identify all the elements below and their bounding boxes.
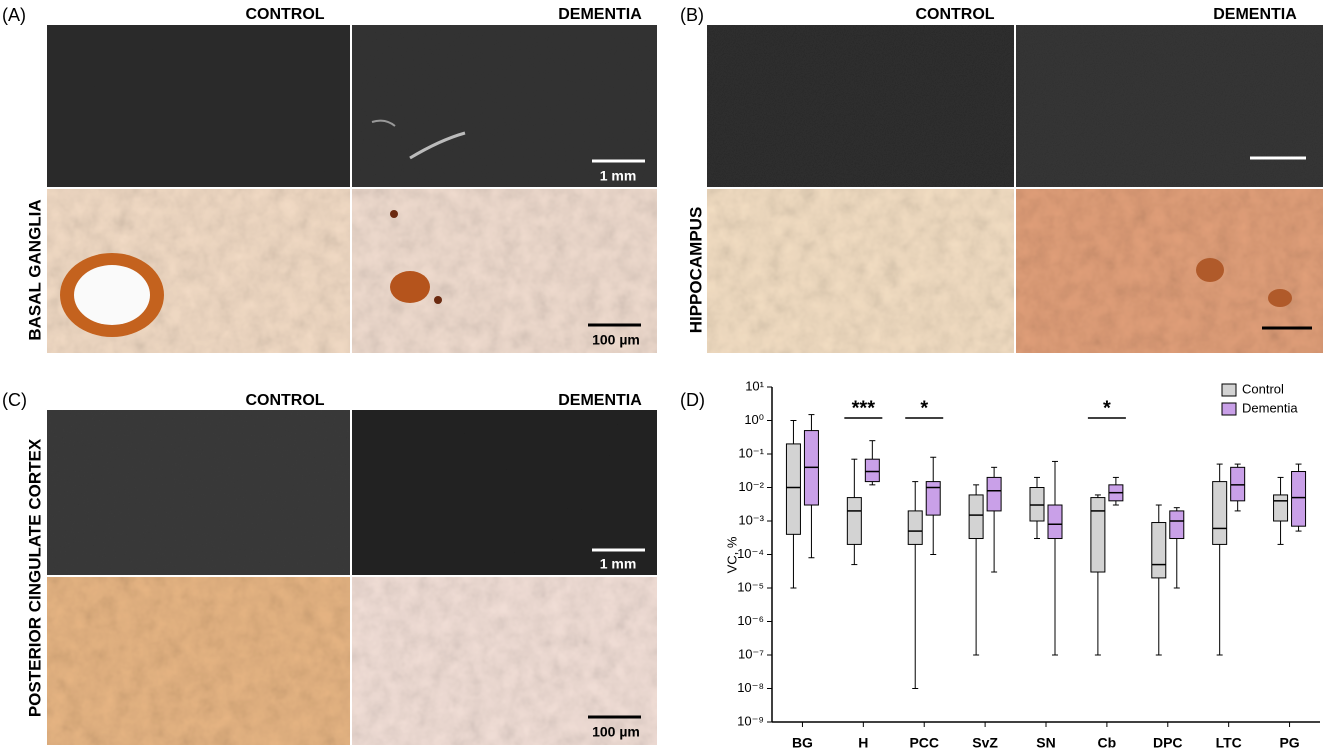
y-tick-label: 10⁰: [744, 412, 764, 427]
vessel: [371, 119, 396, 127]
y-tick-label: 10⁻³: [738, 512, 764, 527]
panel-label: (B): [680, 5, 704, 25]
y-tick-label: 10⁻¹: [738, 445, 764, 460]
box: [1090, 497, 1106, 573]
significance-label: ***: [852, 397, 876, 419]
cell: [1268, 289, 1292, 307]
legend-swatch: [1221, 383, 1237, 397]
legend-label: Control: [1242, 381, 1284, 396]
y-tick-label: 10⁻⁷: [738, 646, 764, 661]
x-tick-label: LTC: [1216, 735, 1242, 751]
column-header: DEMENTIA: [558, 6, 642, 23]
y-tick-label: 10⁻⁸: [737, 680, 764, 695]
micrographs: [47, 25, 1323, 745]
y-tick-label: 10⁻⁵: [737, 579, 764, 594]
scale-label: 1 mm: [600, 556, 637, 572]
column-header: DEMENTIA: [1213, 6, 1297, 23]
x-tick-label: BG: [792, 735, 813, 751]
significance-label: *: [1103, 397, 1111, 419]
y-tick-label: 10¹: [745, 378, 764, 393]
box: [925, 481, 941, 516]
deposit: [390, 210, 398, 218]
x-tick-label: PCC: [909, 735, 939, 751]
box: [1230, 466, 1246, 502]
x-tick-label: SvZ: [972, 735, 998, 751]
box: [1047, 504, 1063, 540]
ct-image: [1016, 25, 1323, 187]
panel-label: (C): [2, 390, 27, 410]
y-axis-label: VC, %: [724, 536, 739, 573]
scale-label: 100 µm: [592, 332, 640, 348]
histology-image: [707, 189, 1014, 353]
region-label: POSTERIOR CINGULATE CORTEX: [25, 438, 44, 717]
vessel-lumen: [74, 265, 150, 325]
x-tick-label: Cb: [1098, 735, 1117, 751]
x-tick-label: PG: [1279, 735, 1299, 751]
y-tick-label: 10⁻⁹: [737, 713, 764, 728]
box: [1029, 487, 1045, 522]
box: [1291, 471, 1307, 527]
histology-image: [352, 577, 657, 745]
legend-swatch: [1221, 402, 1237, 416]
y-tick-label: 10⁻⁶: [737, 613, 764, 628]
scale-label: 1 mm: [600, 168, 637, 184]
ct-image: [47, 410, 350, 575]
ct-image: [352, 410, 657, 575]
histology-image: [1016, 189, 1323, 353]
box: [785, 443, 801, 535]
box: [1151, 522, 1167, 579]
ct-image: [707, 25, 1014, 187]
cell: [1196, 258, 1224, 282]
box: [864, 458, 880, 483]
panel-label: (A): [2, 5, 26, 25]
box: [846, 497, 862, 545]
box: [1273, 494, 1289, 522]
box: [907, 510, 923, 545]
column-header: CONTROL: [915, 6, 994, 23]
box: [1212, 481, 1228, 545]
deposit: [434, 296, 442, 304]
y-tick-label: 10⁻²: [738, 479, 764, 494]
x-tick-label: SN: [1036, 735, 1055, 751]
vessel: [409, 131, 466, 160]
legend-label: Dementia: [1242, 400, 1298, 415]
panel-label: (D): [680, 390, 705, 410]
column-header: CONTROL: [245, 392, 324, 409]
ct-image: [47, 25, 350, 187]
column-header: DEMENTIA: [558, 392, 642, 409]
scale-label: 100 µm: [592, 724, 640, 740]
significance-label: *: [920, 397, 928, 419]
ct-image: [352, 25, 657, 187]
vessel: [390, 271, 430, 303]
box: [986, 476, 1002, 512]
x-tick-label: DPC: [1153, 735, 1183, 751]
region-label: HIPPOCAMPUS: [686, 207, 705, 334]
box: [1169, 510, 1185, 540]
x-tick-label: H: [858, 735, 868, 751]
region-label: BASAL GANGLIA: [25, 199, 44, 340]
histology-image: [47, 577, 350, 745]
y-tick-label: 10⁻⁴: [737, 546, 764, 561]
box: [968, 494, 984, 540]
column-header: CONTROL: [245, 6, 324, 23]
